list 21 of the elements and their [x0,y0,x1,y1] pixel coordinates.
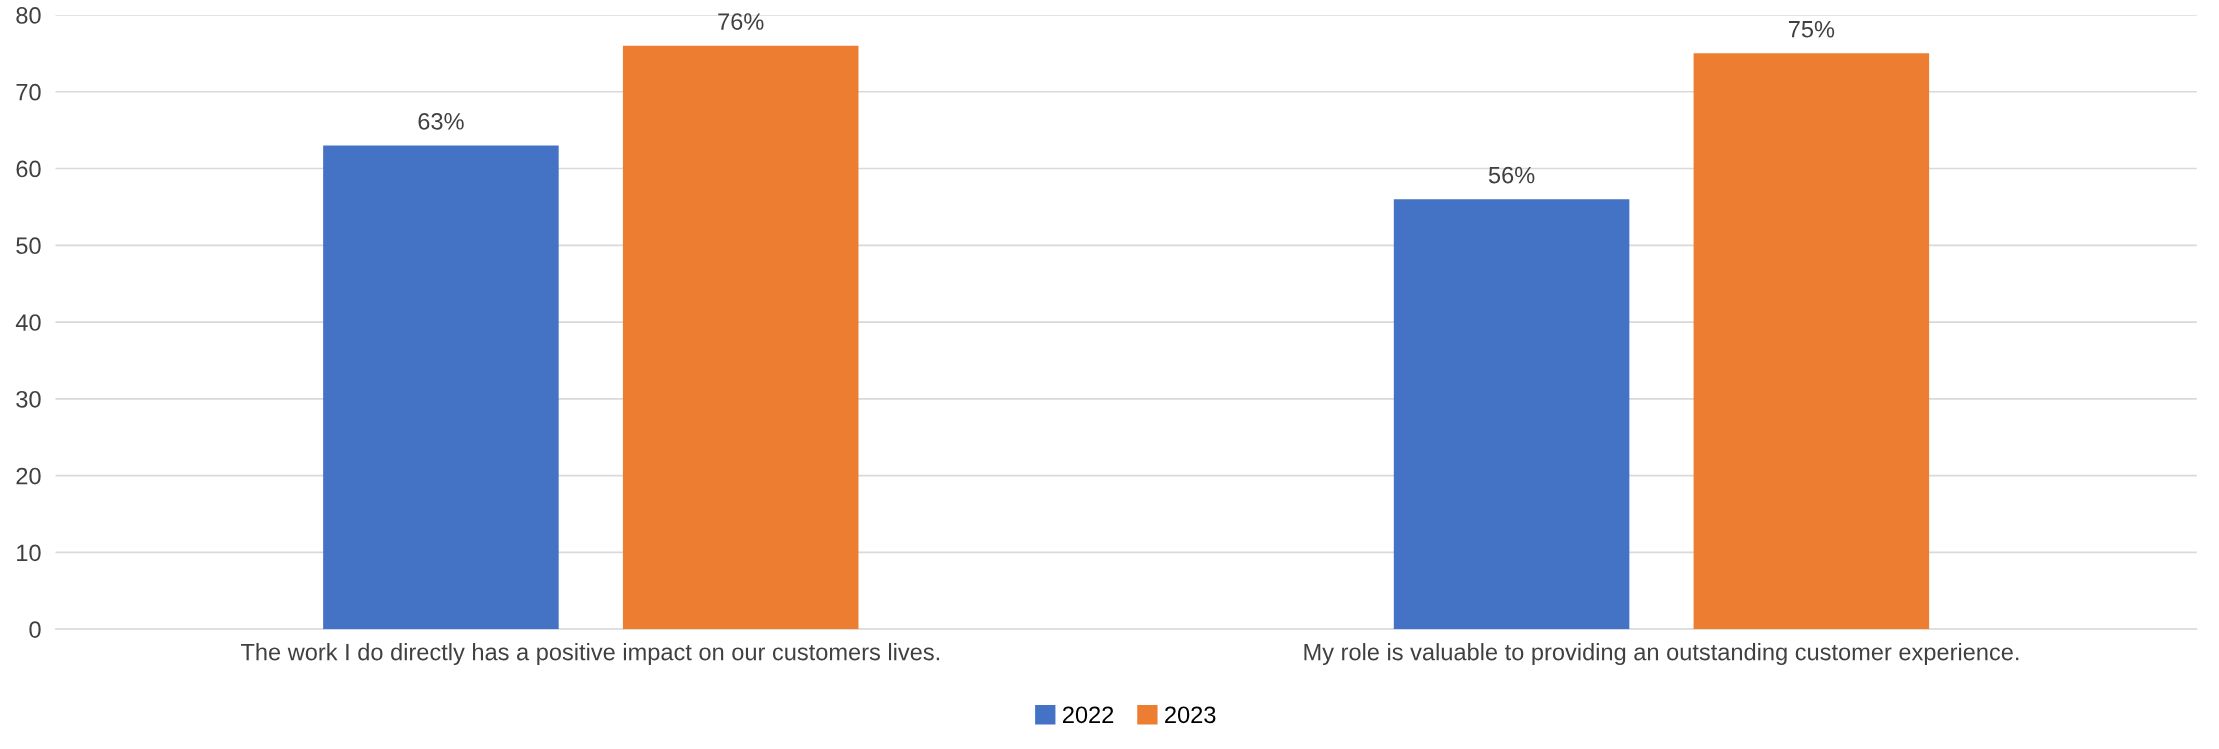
x-tick-label: My role is valuable to providing an outstanding customer experience. [1304,643,2019,666]
y-tick-label: 60 [16,160,41,178]
y-tick-label: 20 [16,467,41,485]
bar [323,145,559,630]
y-tick-label: 0 [29,621,41,638]
data-label: 76% [718,13,764,30]
y-tick-label: 70 [16,83,41,101]
y-tick-label: 10 [17,544,41,562]
data-label: 75% [1788,20,1835,38]
y-tick-label: 40 [15,314,41,331]
bar [622,45,859,630]
legend-label: 2023 [1165,706,1216,724]
bar [1393,199,1630,630]
bar [1693,53,1930,630]
y-tick-label: 80 [16,7,41,24]
legend-label: 2022 [1063,706,1114,724]
y-tick-label: 30 [16,390,41,408]
y-tick-label: 50 [16,237,41,255]
data-label: 56% [1488,166,1535,184]
x-tick-label: The work I do directly has a positive impact on our customers lives. [240,643,940,666]
data-label: 63% [418,113,464,130]
